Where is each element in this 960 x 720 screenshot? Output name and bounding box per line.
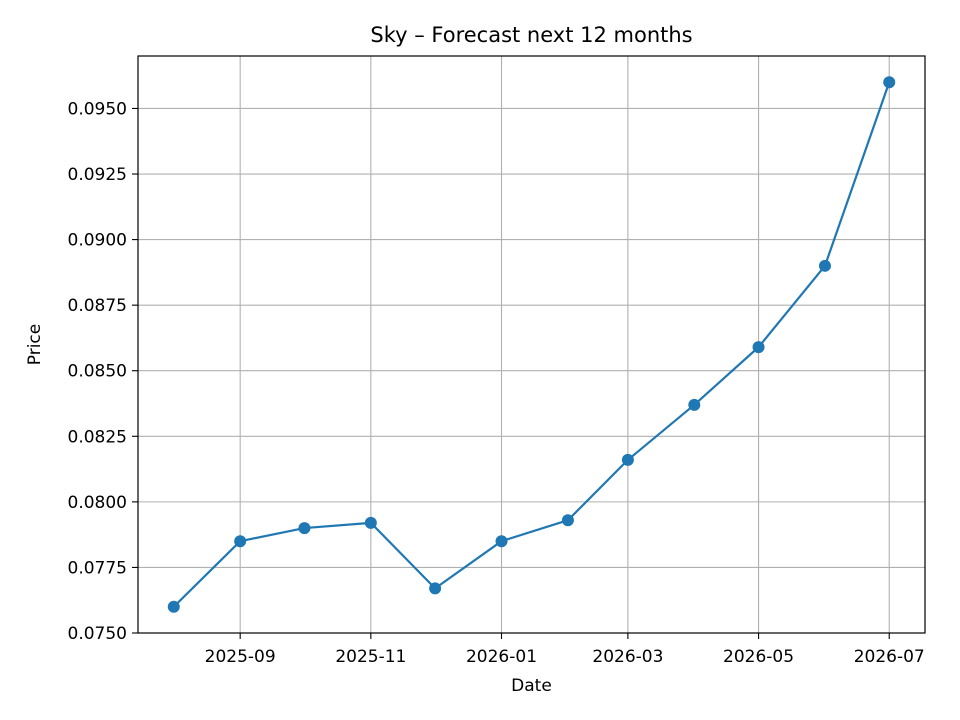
- x-tick-label: 2026-05: [723, 647, 794, 667]
- x-axis-title: Date: [511, 676, 552, 696]
- y-tick-label: 0.0900: [68, 231, 127, 251]
- x-tick-label: 2025-09: [205, 647, 276, 667]
- series-line: [172, 81, 891, 608]
- y-axis-title: Price: [25, 324, 45, 365]
- y-tick-label: 0.0825: [68, 427, 127, 447]
- data-point: [818, 259, 831, 272]
- data-point: [561, 514, 574, 527]
- data-point: [752, 341, 765, 354]
- y-tick-label: 0.0775: [68, 558, 127, 578]
- data-point: [364, 516, 377, 529]
- data-point: [495, 535, 508, 548]
- data-point: [429, 582, 442, 595]
- axis-ticks: 0.0750 0.0775 0.0800 0.0825 0.0850 0.0875 0.09…: [68, 99, 925, 667]
- data-point: [234, 535, 247, 548]
- plot-frame: [137, 55, 926, 634]
- grid: [138, 56, 925, 634]
- x-tick-label: 2026-07: [854, 647, 925, 667]
- x-tick-label: 2026-03: [592, 647, 663, 667]
- y-tick-label: 0.0850: [68, 362, 127, 382]
- y-tick-label: 0.0800: [68, 493, 127, 513]
- x-tick-label: 2026-01: [466, 647, 537, 667]
- y-tick-label: 0.0875: [68, 296, 127, 316]
- x-tick-label: 2025-11: [335, 647, 406, 667]
- series-layer: [167, 76, 896, 613]
- data-point: [883, 76, 896, 89]
- data-point: [688, 398, 701, 411]
- data-point: [167, 600, 180, 613]
- data-point: [298, 522, 311, 535]
- data-point: [621, 453, 634, 466]
- y-tick-label: 0.0950: [68, 99, 127, 119]
- y-tick-label: 0.0925: [68, 165, 127, 185]
- y-tick-label: 0.0750: [68, 624, 127, 644]
- chart-title: Sky – Forecast next 12 months: [370, 23, 692, 47]
